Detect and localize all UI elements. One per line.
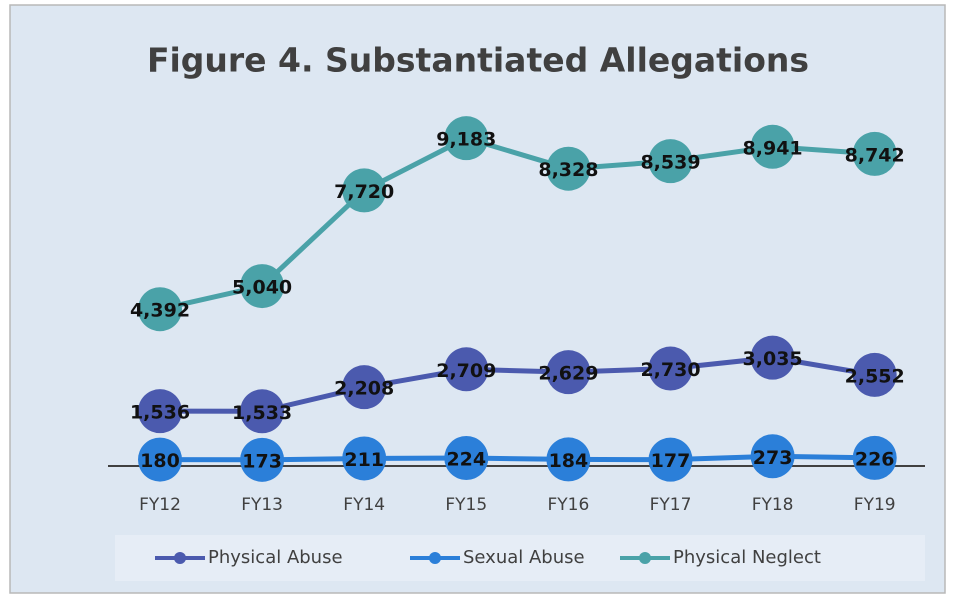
data-label: 5,040 <box>232 277 292 299</box>
data-point <box>240 264 285 309</box>
data-point <box>852 435 897 480</box>
data-point <box>546 437 591 482</box>
data-point <box>342 436 387 481</box>
data-point <box>138 389 182 434</box>
data-point <box>852 131 897 176</box>
legend-label: Physical Abuse <box>208 547 343 568</box>
data-label: 7,720 <box>334 181 394 203</box>
data-label: 180 <box>140 450 180 472</box>
data-label: 8,539 <box>640 152 700 174</box>
data-label: 1,533 <box>232 402 292 424</box>
data-label: 4,392 <box>130 300 190 322</box>
data-label: 1,536 <box>130 402 190 424</box>
data-label: 3,035 <box>743 348 803 370</box>
data-point <box>240 389 285 434</box>
legend-marker <box>429 552 441 564</box>
data-point <box>342 365 387 410</box>
data-point <box>138 437 182 482</box>
x-tick-label: FY12 <box>139 495 181 515</box>
data-label: 2,730 <box>640 359 700 381</box>
x-tick-label: FY19 <box>854 495 896 515</box>
data-point <box>444 436 489 481</box>
data-point <box>444 347 489 392</box>
legend-label: Sexual Abuse <box>463 547 585 568</box>
data-label: 184 <box>549 450 589 472</box>
data-label: 226 <box>855 448 895 470</box>
legend-marker <box>639 552 651 564</box>
data-point <box>444 116 489 161</box>
data-label: 8,941 <box>743 137 803 159</box>
data-label: 173 <box>242 450 282 472</box>
data-point <box>342 168 387 213</box>
data-label: 2,629 <box>538 363 598 385</box>
data-label: 2,709 <box>436 360 496 382</box>
legend-label: Physical Neglect <box>673 547 821 568</box>
data-point <box>750 434 795 479</box>
data-point <box>138 287 182 332</box>
data-label: 2,552 <box>845 365 905 387</box>
data-label: 8,328 <box>538 159 598 181</box>
x-tick-label: FY16 <box>548 495 590 515</box>
data-label: 177 <box>651 450 691 472</box>
data-label: 9,183 <box>436 129 496 151</box>
data-label: 224 <box>446 449 486 471</box>
data-label: 2,208 <box>334 378 394 400</box>
data-label: 273 <box>753 447 793 469</box>
data-label: 8,742 <box>845 144 905 166</box>
data-point <box>648 437 693 482</box>
data-point <box>750 124 795 169</box>
data-label: 211 <box>344 449 384 471</box>
x-tick-label: FY13 <box>241 495 283 515</box>
data-point <box>852 352 897 397</box>
x-tick-label: FY15 <box>445 495 487 515</box>
legend-box <box>115 535 925 581</box>
data-point <box>750 335 795 380</box>
data-point <box>546 350 591 395</box>
x-tick-label: FY14 <box>343 495 385 515</box>
chart-title: Figure 4. Substantiated Allegations <box>147 41 809 80</box>
data-point <box>546 146 591 191</box>
x-tick-label: FY18 <box>752 495 794 515</box>
x-tick-label: FY17 <box>650 495 692 515</box>
data-point <box>648 139 693 184</box>
data-point <box>240 437 285 482</box>
data-point <box>648 346 693 391</box>
legend-marker <box>174 552 186 564</box>
